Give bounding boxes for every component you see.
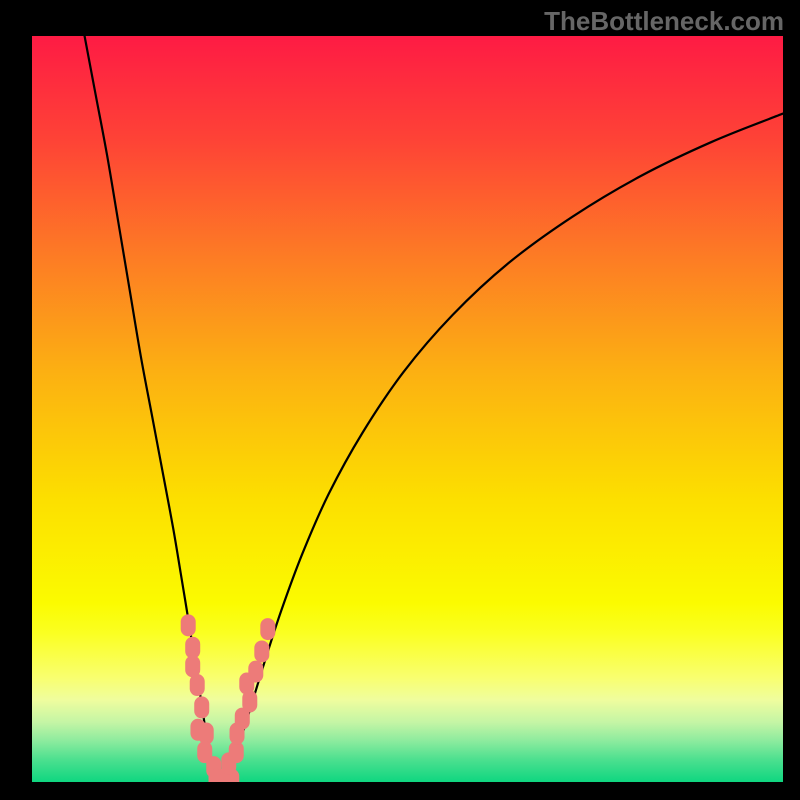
data-marker <box>194 696 209 718</box>
data-marker <box>199 723 214 745</box>
data-marker <box>254 640 269 662</box>
plot-background <box>32 36 783 782</box>
watermark-text: TheBottleneck.com <box>544 6 784 37</box>
plot-svg <box>32 36 783 782</box>
data-marker <box>181 614 196 636</box>
data-marker <box>260 618 275 640</box>
data-marker <box>248 661 263 683</box>
plot-area <box>32 36 783 782</box>
data-marker <box>190 674 205 696</box>
